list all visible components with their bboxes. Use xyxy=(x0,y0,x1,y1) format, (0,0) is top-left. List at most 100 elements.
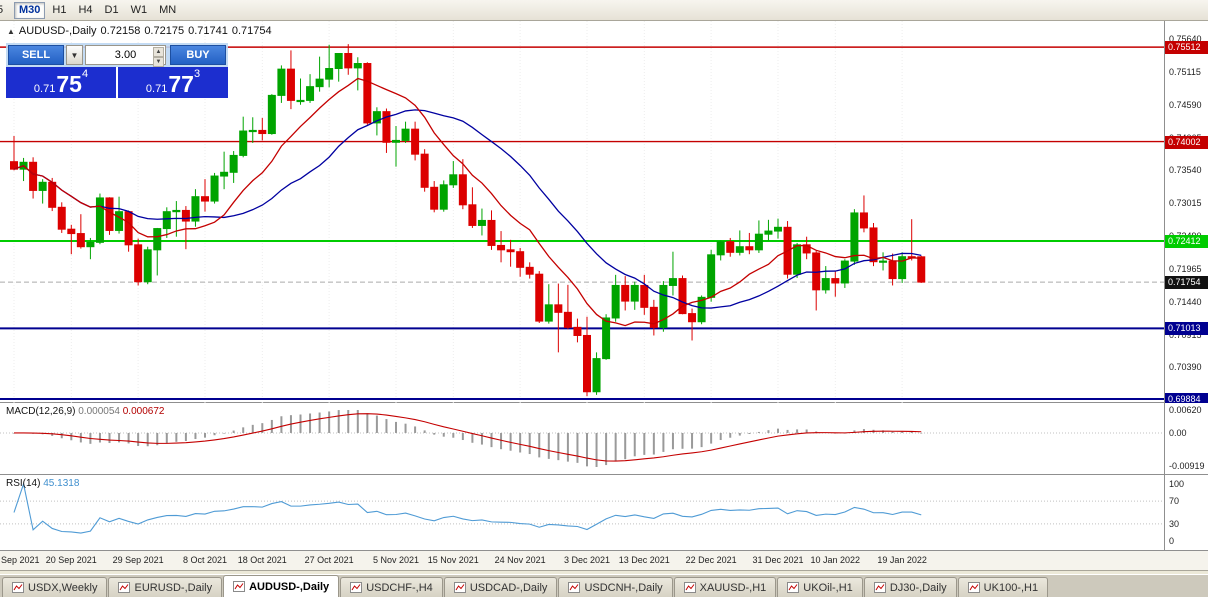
ma-fast-line xyxy=(13,77,922,327)
time-axis[interactable]: 10 Sep 2021 20 Sep 2021 29 Sep 2021 8 Oct 2… xyxy=(0,551,1208,571)
macd-pane[interactable]: MACD(12,26,9) 0.000054 0.000672 0.00620 0… xyxy=(0,403,1208,475)
ohlc-high: 0.72175 xyxy=(144,25,185,37)
chart-tab-usdcad-daily[interactable]: USDCAD-,Daily xyxy=(443,577,558,597)
chart-tab-icon xyxy=(683,582,696,593)
chart-tab-icon xyxy=(967,582,980,593)
level-price-badge: 0.74002 xyxy=(1165,135,1208,149)
macd-label: MACD(12,26,9) 0.000054 0.000672 xyxy=(6,406,164,417)
chart-tab-icon xyxy=(233,581,246,592)
date-label: 3 Dec 2021 xyxy=(563,555,611,565)
chart-tab-audusd-daily[interactable]: AUDUSD-,Daily xyxy=(223,575,340,597)
buy-price-prefix: 0.71 xyxy=(145,83,168,95)
macd-scale-zero: 0.00 xyxy=(1169,427,1187,438)
buy-price-display[interactable]: 0.71 77 3 xyxy=(118,67,228,98)
macd-scale-bottom: -0.00919 xyxy=(1169,461,1205,471)
chart-tab-usdcnh-daily[interactable]: USDCNH-,Daily xyxy=(558,577,673,597)
rsi-line xyxy=(13,481,922,534)
volume-step-down-icon[interactable]: ▼ xyxy=(153,57,164,67)
rsi-label: RSI(14) 45.1318 xyxy=(6,478,79,489)
date-label: 20 Sep 2021 xyxy=(45,555,97,565)
chart-tab-label: USDCHF-,H4 xyxy=(366,581,433,594)
chart-tab-icon xyxy=(118,582,131,593)
rsi-scale: 100 70 30 0 xyxy=(1164,475,1208,550)
date-label: 10 Sep 2021 xyxy=(0,555,40,565)
volume-step-up-icon[interactable]: ▲ xyxy=(153,47,164,57)
buy-price-big: 77 xyxy=(168,71,194,97)
rsi-pane[interactable]: RSI(14) 45.1318 100 70 30 0 xyxy=(0,475,1208,551)
date-label: 15 Nov 2021 xyxy=(427,555,479,565)
volume-stepper: ▲ ▼ xyxy=(153,47,164,67)
chart-tab-label: DJ30-,Daily xyxy=(889,581,947,594)
timeframe-button-m30[interactable]: M30 xyxy=(14,1,46,19)
sell-button[interactable]: SELL xyxy=(8,45,64,65)
macd-histogram xyxy=(13,410,923,467)
date-label: 18 Oct 2021 xyxy=(237,555,287,565)
rsi-scale-tick: 0 xyxy=(1169,536,1175,546)
volume-field-wrap: ▲ ▼ xyxy=(85,45,166,67)
timeframe-button-mn[interactable]: MN xyxy=(159,4,177,16)
chart-area: ▲ AUDUSD-,Daily 0.72158 0.72175 0.71741 0.717… xyxy=(0,21,1208,571)
chart-tab-bar: USDX,Weekly EURUSD-,Daily AUDUSD-,Daily USD… xyxy=(0,574,1208,597)
volume-dropdown-icon[interactable]: ▼ xyxy=(66,45,83,65)
chart-tab-icon xyxy=(787,582,800,593)
level-price-badge: 0.69884 xyxy=(1165,392,1208,406)
level-price-badge: 0.71013 xyxy=(1165,322,1208,336)
price-tick: 0.75115 xyxy=(1169,66,1201,77)
price-chart-pane[interactable]: ▲ AUDUSD-,Daily 0.72158 0.72175 0.71741 0.717… xyxy=(0,21,1208,406)
date-label: 19 Jan 2022 xyxy=(877,555,927,565)
chart-tab-eurusd-daily[interactable]: EURUSD-,Daily xyxy=(108,577,223,597)
ohlc-close: 0.71754 xyxy=(231,25,272,37)
chart-tab-label: EURUSD-,Daily xyxy=(134,581,213,594)
chart-tab-usdchf-h4[interactable]: USDCHF-,H4 xyxy=(340,577,443,597)
macd-signal-line xyxy=(13,413,922,462)
buy-button[interactable]: BUY xyxy=(170,45,226,65)
date-label: 8 Oct 2021 xyxy=(182,555,228,565)
date-label: 31 Dec 2021 xyxy=(752,555,804,565)
ohlc-low: 0.71741 xyxy=(188,25,228,37)
date-label: 10 Jan 2022 xyxy=(810,555,861,565)
chart-tab-label: USDX,Weekly xyxy=(28,581,98,594)
price-tick: 0.70390 xyxy=(1169,362,1202,373)
chart-collapse-icon[interactable]: ▲ xyxy=(7,27,15,36)
chart-tab-dj30-daily[interactable]: DJ30-,Daily xyxy=(863,577,957,597)
date-label: 29 Sep 2021 xyxy=(112,555,164,565)
date-label: 5 Nov 2021 xyxy=(372,555,420,565)
ohlc-open: 0.72158 xyxy=(100,25,141,37)
sell-price-pip: 4 xyxy=(81,68,89,80)
chart-tab-icon xyxy=(453,582,466,593)
timeframe-toolbar: 5M30 H1 H4 D1 W1 MN xyxy=(0,0,1208,21)
ma-slow-line xyxy=(13,109,922,309)
chart-tab-uk100-h1[interactable]: UK100-,H1 xyxy=(957,577,1049,597)
macd-value-signal: 0.000672 xyxy=(122,406,165,417)
price-scale[interactable]: 0.756400.751150.745900.740650.735400.730… xyxy=(1164,21,1208,406)
timeframe-button-w1[interactable]: W1 xyxy=(130,4,148,16)
chart-tab-label: USDCNH-,Daily xyxy=(584,581,663,594)
date-label: 24 Nov 2021 xyxy=(494,555,546,565)
timeframe-button-h4[interactable]: H4 xyxy=(78,4,93,16)
chart-tab-xauusd-h1[interactable]: XAUUSD-,H1 xyxy=(673,577,777,597)
timeframe-button-5[interactable]: 5 xyxy=(0,2,12,19)
macd-scale-top: 0.00620 xyxy=(1169,405,1202,415)
level-price-badge: 0.75512 xyxy=(1165,41,1208,55)
rsi-scale-tick: 30 xyxy=(1169,518,1180,529)
chart-tab-ukoil-h1[interactable]: UKOil-,H1 xyxy=(777,577,863,597)
price-tick: 0.71965 xyxy=(1169,263,1202,274)
price-tick: 0.75640 xyxy=(1169,34,1202,45)
rsi-scale-tick: 70 xyxy=(1169,496,1180,507)
macd-value-main: 0.000054 xyxy=(78,406,120,417)
chart-tab-label: XAUUSD-,H1 xyxy=(699,581,767,594)
rsi-value: 45.1318 xyxy=(43,478,80,489)
chart-tab-usdx-weekly[interactable]: USDX,Weekly xyxy=(2,577,108,597)
sell-price-prefix: 0.71 xyxy=(33,83,56,95)
rsi-name: RSI(14) xyxy=(6,478,41,489)
price-tick: 0.74590 xyxy=(1169,99,1202,110)
window-spacer xyxy=(0,571,1208,574)
timeframe-button-d1[interactable]: D1 xyxy=(104,4,119,16)
timeframe-button-h1[interactable]: H1 xyxy=(52,4,67,16)
rsi-scale-tick: 100 xyxy=(1169,479,1185,489)
volume-input[interactable] xyxy=(101,49,150,61)
price-tick: 0.73015 xyxy=(1169,198,1202,209)
sell-price-display[interactable]: 0.71 75 4 xyxy=(6,67,116,98)
date-label: 13 Dec 2021 xyxy=(618,555,670,565)
chart-tab-icon xyxy=(12,582,24,593)
